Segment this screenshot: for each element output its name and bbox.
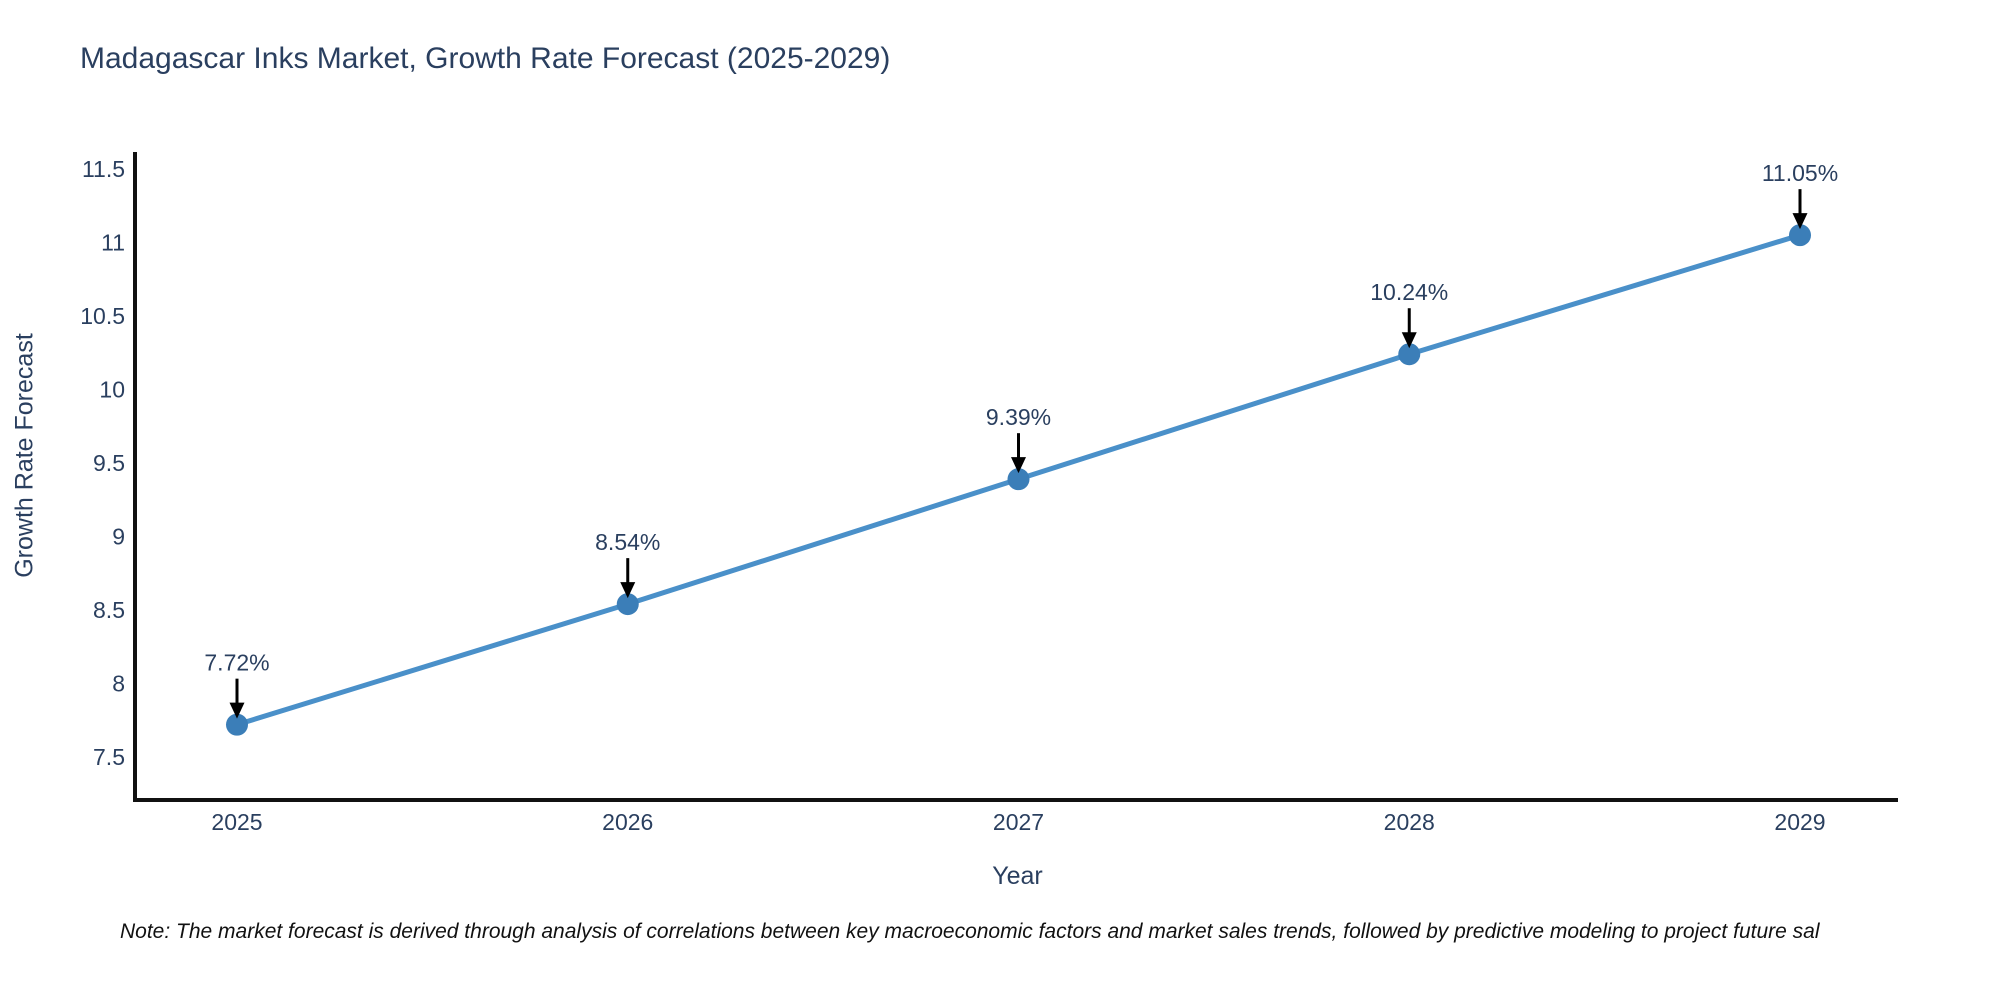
annotation-arrow-head <box>620 582 636 599</box>
y-tick-label: 11.5 <box>82 156 125 182</box>
annotation-arrow-head <box>1401 332 1417 349</box>
x-tick-label: 2027 <box>993 809 1044 835</box>
x-tick-label: 2028 <box>1384 809 1435 835</box>
x-tick-label: 2026 <box>602 809 653 835</box>
data-point-label: 11.05% <box>1762 160 1838 186</box>
annotation-arrow-head <box>1792 213 1808 230</box>
data-point-label: 9.39% <box>986 404 1051 430</box>
y-tick-label: 8 <box>112 671 125 697</box>
y-tick-label: 11 <box>101 230 125 256</box>
x-axis-title: Year <box>992 862 1043 890</box>
data-point-label: 8.54% <box>595 529 660 555</box>
data-point-marker <box>1789 224 1811 247</box>
chart-title: Madagascar Inks Market, Growth Rate Fore… <box>80 42 891 75</box>
data-point-marker <box>1007 468 1030 491</box>
y-tick-label: 7.5 <box>93 744 125 770</box>
x-tick-label: 2029 <box>1774 809 1825 835</box>
annotation-arrow-head <box>1011 457 1026 474</box>
y-tick-label: 10.5 <box>80 303 125 329</box>
y-tick-label: 9 <box>112 524 125 550</box>
data-point-label: 7.72% <box>204 650 269 676</box>
data-point-marker <box>616 593 639 616</box>
annotation-arrow-head <box>229 702 245 719</box>
x-tick-label: 2025 <box>211 809 262 835</box>
y-tick-label: 10 <box>99 377 125 403</box>
footnote: Note: The market forecast is derived thr… <box>120 920 1820 943</box>
data-point-label: 10.24% <box>1370 279 1448 305</box>
data-point-marker <box>226 713 248 736</box>
data-point-marker <box>1398 343 1421 366</box>
y-tick-label: 8.5 <box>93 597 125 623</box>
y-tick-label: 9.5 <box>93 450 125 476</box>
